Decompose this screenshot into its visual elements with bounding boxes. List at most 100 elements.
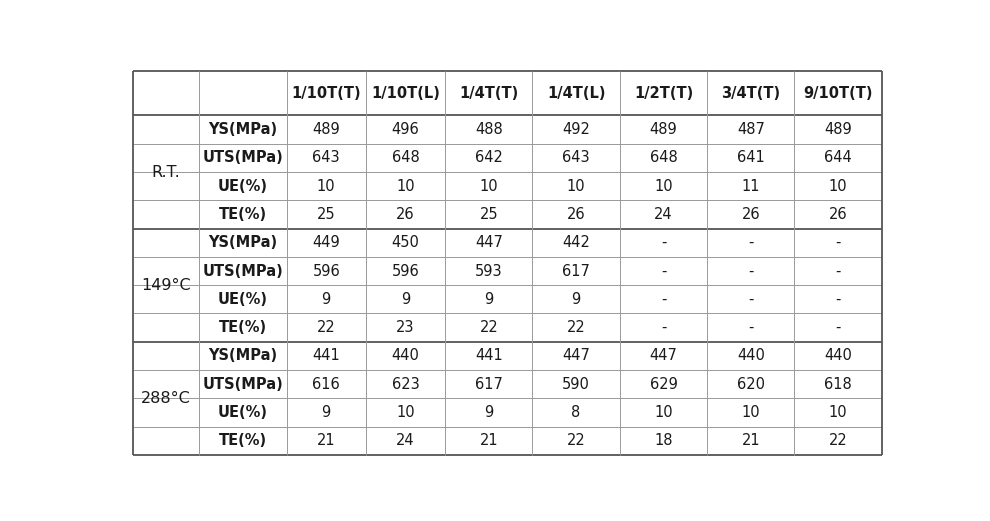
Text: 24: 24 (654, 207, 673, 222)
Text: 10: 10 (396, 405, 415, 420)
Text: 9: 9 (322, 405, 331, 420)
Text: 590: 590 (562, 377, 590, 392)
Text: 22: 22 (317, 320, 336, 335)
Text: 149°C: 149°C (142, 278, 191, 293)
Text: -: - (836, 264, 841, 279)
Text: UTS(MPa): UTS(MPa) (203, 151, 283, 165)
Text: TE(%): TE(%) (219, 320, 267, 335)
Text: UTS(MPa): UTS(MPa) (203, 377, 283, 392)
Text: 440: 440 (825, 349, 852, 363)
Text: 643: 643 (313, 151, 340, 165)
Text: 9: 9 (571, 292, 581, 307)
Text: -: - (836, 320, 841, 335)
Text: 10: 10 (396, 179, 415, 194)
Text: 9: 9 (484, 292, 493, 307)
Text: 9: 9 (484, 405, 493, 420)
Text: R.T.: R.T. (151, 165, 180, 180)
Text: 447: 447 (475, 235, 503, 250)
Text: 10: 10 (654, 405, 673, 420)
Text: TE(%): TE(%) (219, 207, 267, 222)
Text: -: - (660, 320, 666, 335)
Text: -: - (748, 235, 753, 250)
Text: 3/4T(T): 3/4T(T) (722, 86, 780, 101)
Text: 21: 21 (317, 433, 336, 448)
Text: 22: 22 (829, 433, 847, 448)
Text: 489: 489 (313, 122, 341, 137)
Text: TE(%): TE(%) (219, 433, 267, 448)
Text: 442: 442 (562, 235, 590, 250)
Text: 596: 596 (313, 264, 341, 279)
Text: 23: 23 (396, 320, 415, 335)
Text: UE(%): UE(%) (218, 292, 268, 307)
Text: 25: 25 (479, 207, 498, 222)
Text: 9: 9 (322, 292, 331, 307)
Text: 26: 26 (396, 207, 415, 222)
Text: 9: 9 (401, 292, 410, 307)
Text: -: - (836, 235, 841, 250)
Text: 488: 488 (475, 122, 503, 137)
Text: 1/10T(L): 1/10T(L) (371, 86, 440, 101)
Text: 1/10T(T): 1/10T(T) (291, 86, 361, 101)
Text: 10: 10 (317, 179, 336, 194)
Text: 487: 487 (737, 122, 764, 137)
Text: 617: 617 (475, 377, 503, 392)
Text: -: - (660, 292, 666, 307)
Text: UE(%): UE(%) (218, 405, 268, 420)
Text: 616: 616 (313, 377, 341, 392)
Text: 623: 623 (392, 377, 420, 392)
Text: 648: 648 (392, 151, 420, 165)
Text: 648: 648 (649, 151, 677, 165)
Text: 9/10T(T): 9/10T(T) (803, 86, 873, 101)
Text: 629: 629 (649, 377, 677, 392)
Text: 496: 496 (392, 122, 420, 137)
Text: YS(MPa): YS(MPa) (208, 235, 277, 250)
Text: 22: 22 (566, 433, 585, 448)
Text: 642: 642 (475, 151, 503, 165)
Text: 22: 22 (479, 320, 498, 335)
Text: 1/2T(T): 1/2T(T) (634, 86, 693, 101)
Text: 11: 11 (742, 179, 760, 194)
Text: 450: 450 (391, 235, 420, 250)
Text: 643: 643 (562, 151, 590, 165)
Text: 644: 644 (825, 151, 852, 165)
Text: -: - (748, 292, 753, 307)
Text: UE(%): UE(%) (218, 179, 268, 194)
Text: 447: 447 (649, 349, 677, 363)
Text: 26: 26 (829, 207, 847, 222)
Text: YS(MPa): YS(MPa) (208, 122, 277, 137)
Text: -: - (660, 264, 666, 279)
Text: 449: 449 (313, 235, 341, 250)
Text: 22: 22 (566, 320, 585, 335)
Text: 10: 10 (829, 405, 847, 420)
Text: 617: 617 (562, 264, 590, 279)
Text: 593: 593 (475, 264, 503, 279)
Text: 10: 10 (654, 179, 673, 194)
Text: 24: 24 (396, 433, 415, 448)
Text: 441: 441 (313, 349, 341, 363)
Text: 440: 440 (737, 349, 764, 363)
Text: 10: 10 (479, 179, 498, 194)
Text: 618: 618 (825, 377, 852, 392)
Text: 21: 21 (742, 433, 760, 448)
Text: 489: 489 (825, 122, 852, 137)
Text: 10: 10 (829, 179, 847, 194)
Text: 447: 447 (562, 349, 590, 363)
Text: 26: 26 (742, 207, 760, 222)
Text: 620: 620 (737, 377, 765, 392)
Text: 441: 441 (475, 349, 503, 363)
Text: -: - (836, 292, 841, 307)
Text: 288°C: 288°C (142, 391, 191, 406)
Text: 641: 641 (737, 151, 764, 165)
Text: 489: 489 (649, 122, 677, 137)
Text: -: - (748, 264, 753, 279)
Text: 8: 8 (571, 405, 581, 420)
Text: 25: 25 (317, 207, 336, 222)
Text: 1/4T(L): 1/4T(L) (546, 86, 605, 101)
Text: 1/4T(T): 1/4T(T) (459, 86, 519, 101)
Text: 10: 10 (742, 405, 760, 420)
Text: 10: 10 (567, 179, 585, 194)
Text: -: - (660, 235, 666, 250)
Text: UTS(MPa): UTS(MPa) (203, 264, 283, 279)
Text: 596: 596 (392, 264, 420, 279)
Text: 440: 440 (391, 349, 420, 363)
